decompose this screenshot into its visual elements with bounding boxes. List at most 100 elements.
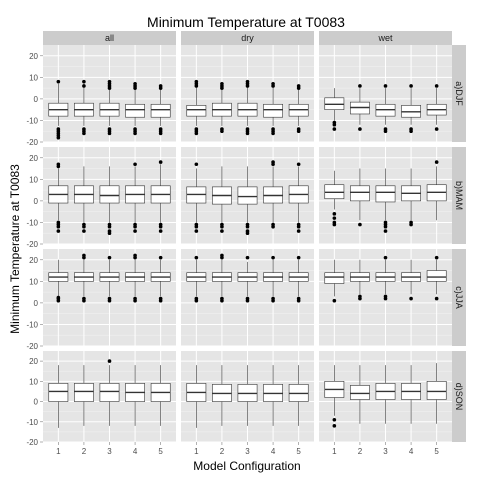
box xyxy=(99,359,120,426)
panel xyxy=(319,45,452,143)
box-body xyxy=(375,185,396,203)
box xyxy=(212,365,232,426)
panel xyxy=(319,147,452,245)
box xyxy=(48,162,69,233)
y-tick-label: 20 xyxy=(29,256,38,265)
outlier-point xyxy=(194,229,199,233)
outlier-point xyxy=(158,224,163,229)
x-tick-label: 2 xyxy=(220,447,225,456)
outlier-point xyxy=(434,255,439,260)
box xyxy=(125,162,145,233)
row-strip xyxy=(452,249,466,346)
box xyxy=(263,160,283,229)
row-strip-label: a)DJF xyxy=(454,81,464,106)
row-strip-label: d)SON xyxy=(454,383,464,411)
outlier-point xyxy=(296,129,301,134)
outlier-point xyxy=(332,417,337,422)
outlier-point xyxy=(194,162,199,167)
chart-title: Minimum Temperature at T0083 xyxy=(147,14,345,30)
outlier-point xyxy=(56,135,61,140)
outlier-point xyxy=(332,212,337,216)
box-body xyxy=(263,103,283,118)
box xyxy=(212,253,232,303)
box-body xyxy=(186,105,207,117)
outlier-point xyxy=(56,229,61,233)
outlier-point xyxy=(107,296,112,301)
outlier-point xyxy=(194,255,199,260)
box-body xyxy=(125,103,145,118)
panel xyxy=(181,249,314,347)
box xyxy=(263,255,283,303)
box xyxy=(150,255,171,303)
outlier-point xyxy=(245,296,250,301)
box xyxy=(263,365,283,426)
outlier-point xyxy=(133,162,137,167)
outlier-point xyxy=(383,255,388,260)
outlier-point xyxy=(383,84,388,88)
panel xyxy=(43,45,176,143)
outlier-point xyxy=(158,296,163,301)
box xyxy=(263,82,283,136)
box-body xyxy=(74,383,94,402)
outlier-point xyxy=(383,129,388,134)
outlier-point xyxy=(82,79,86,84)
panel xyxy=(43,147,176,245)
box xyxy=(288,162,309,233)
panel xyxy=(319,249,452,347)
outlier-point xyxy=(434,160,439,164)
outlier-point xyxy=(271,296,275,301)
outlier-point xyxy=(409,296,413,301)
outlier-point xyxy=(296,224,301,229)
outlier-point xyxy=(358,84,362,88)
y-tick-label: 10 xyxy=(29,277,38,286)
box xyxy=(186,162,207,233)
box xyxy=(288,84,309,134)
outlier-point xyxy=(220,86,224,90)
plot-area: all dry weta)DJFb)MAMc)JJAd)SON-20-1001020… xyxy=(26,31,466,456)
y-tick-label: 0 xyxy=(34,197,39,206)
outlier-point xyxy=(245,131,250,136)
col-strip-label: dry xyxy=(241,33,254,43)
x-tick-label: 4 xyxy=(271,447,276,456)
outlier-point xyxy=(133,86,137,90)
outlier-point xyxy=(107,131,112,136)
outlier-point xyxy=(133,296,137,301)
y-tick-label: 20 xyxy=(29,154,38,163)
box xyxy=(426,255,447,301)
box xyxy=(375,84,396,134)
y-tick-label: 20 xyxy=(29,357,38,366)
outlier-point xyxy=(56,224,61,229)
box-body xyxy=(150,103,171,118)
outlier-point xyxy=(245,224,250,229)
y-tick-label: 10 xyxy=(29,73,38,82)
outlier-point xyxy=(332,216,337,220)
box xyxy=(375,168,396,233)
row-strip xyxy=(452,147,466,244)
col-strip-label: wet xyxy=(377,33,393,43)
y-tick-label: 0 xyxy=(34,299,39,308)
box xyxy=(350,365,370,424)
box-body xyxy=(99,185,120,204)
outlier-point xyxy=(271,255,275,260)
outlier-point xyxy=(133,253,137,258)
box xyxy=(125,365,145,426)
outlier-point xyxy=(220,129,224,134)
box xyxy=(324,365,345,428)
outlier-point xyxy=(158,86,163,90)
x-axis-title: Model Configuration xyxy=(193,459,300,473)
outlier-point xyxy=(332,127,337,131)
box xyxy=(401,365,421,424)
box xyxy=(99,255,120,303)
outlier-point xyxy=(245,255,250,260)
outlier-point xyxy=(56,295,61,300)
box xyxy=(186,255,207,303)
y-tick-label: 10 xyxy=(29,175,38,184)
row-strip xyxy=(452,45,466,142)
outlier-point xyxy=(296,255,301,260)
y-tick-label: -10 xyxy=(26,418,38,427)
box xyxy=(375,365,396,424)
outlier-point xyxy=(332,298,337,303)
outlier-point xyxy=(296,162,301,167)
col-strip xyxy=(181,31,314,45)
